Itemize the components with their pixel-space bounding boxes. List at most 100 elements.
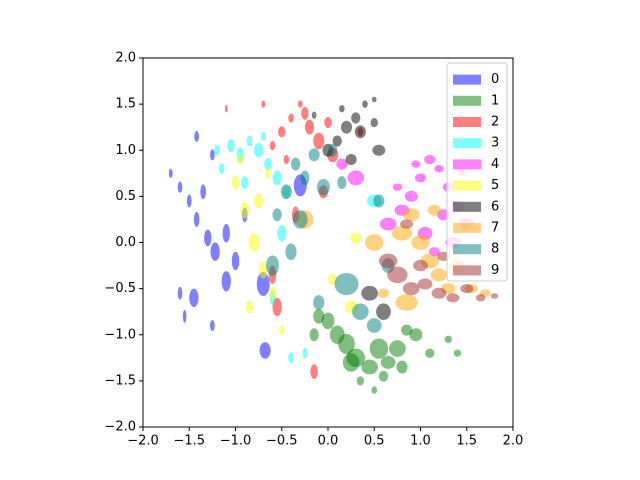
data-ellipse <box>311 111 317 119</box>
data-ellipse <box>431 287 447 299</box>
data-ellipse <box>362 100 368 108</box>
data-ellipse <box>460 284 474 294</box>
data-ellipse <box>404 190 418 202</box>
data-ellipse <box>453 349 462 357</box>
data-ellipse <box>356 376 365 386</box>
y-tick-label: −1.0 <box>104 327 136 342</box>
data-ellipse <box>372 144 386 156</box>
data-ellipse <box>285 243 297 261</box>
data-ellipse <box>347 170 365 186</box>
data-ellipse <box>283 154 290 165</box>
data-ellipse <box>361 285 378 301</box>
data-ellipse <box>182 309 187 323</box>
data-ellipse <box>186 194 192 208</box>
data-ellipse <box>260 131 266 142</box>
data-ellipse <box>224 105 228 113</box>
data-ellipse <box>387 266 408 284</box>
data-ellipse <box>248 233 260 252</box>
data-ellipse <box>313 295 325 310</box>
data-ellipse <box>221 271 231 292</box>
x-tick-label: 1.0 <box>410 434 431 449</box>
data-ellipse <box>292 210 308 229</box>
data-ellipse <box>339 105 345 113</box>
data-ellipse <box>194 130 199 142</box>
data-ellipse <box>269 141 276 151</box>
data-ellipse <box>210 319 215 332</box>
data-ellipse <box>177 286 183 300</box>
data-ellipse <box>446 293 460 303</box>
data-ellipse <box>444 335 452 344</box>
legend-label: 7 <box>491 221 499 236</box>
data-ellipse <box>222 224 230 243</box>
data-ellipse <box>334 272 359 296</box>
data-ellipse <box>177 181 183 193</box>
data-ellipse <box>402 208 420 222</box>
y-tick-label: 1.5 <box>115 97 136 112</box>
data-ellipse <box>425 348 435 358</box>
data-ellipse <box>272 297 282 317</box>
x-tick-label: 0.0 <box>318 434 339 449</box>
data-ellipse <box>300 170 310 186</box>
data-ellipse <box>265 167 271 179</box>
data-ellipse <box>210 242 220 261</box>
legend-swatch <box>453 244 481 255</box>
data-ellipse <box>204 229 212 247</box>
y-tick-label: 2.0 <box>115 51 136 66</box>
y-tick-label: 0.0 <box>115 235 136 250</box>
data-ellipse <box>370 117 378 128</box>
data-ellipse <box>246 135 253 147</box>
data-ellipse <box>376 303 391 320</box>
x-tick-label: 1.5 <box>456 434 477 449</box>
data-ellipse <box>395 294 418 311</box>
data-ellipse <box>321 312 335 330</box>
legend-swatch <box>453 201 481 212</box>
data-ellipse <box>297 100 303 108</box>
data-ellipse <box>413 260 428 272</box>
data-ellipse <box>361 359 378 375</box>
data-ellipse <box>324 117 332 129</box>
data-ellipse <box>168 168 173 178</box>
legend-label: 1 <box>491 93 499 108</box>
data-ellipse <box>227 139 235 153</box>
data-ellipse <box>476 294 486 302</box>
data-ellipse <box>258 261 268 279</box>
data-ellipse <box>389 340 406 357</box>
x-tick-label: −0.5 <box>266 434 298 449</box>
data-ellipse <box>402 282 420 296</box>
data-ellipse <box>254 142 264 158</box>
data-ellipse <box>278 325 285 335</box>
legend-swatch <box>453 138 481 149</box>
legend-label: 0 <box>491 72 499 87</box>
data-ellipse <box>337 176 347 189</box>
data-ellipse <box>259 342 271 359</box>
data-ellipse <box>392 183 402 191</box>
data-ellipse <box>313 132 325 150</box>
y-tick-label: 1.0 <box>115 143 136 158</box>
data-ellipse <box>316 178 330 196</box>
data-ellipse <box>417 278 433 290</box>
legend-label: 4 <box>491 157 499 172</box>
data-ellipse <box>340 120 353 134</box>
data-ellipse <box>309 328 319 342</box>
data-ellipse <box>256 272 270 297</box>
data-ellipse <box>345 153 357 166</box>
data-ellipse <box>338 333 355 355</box>
data-ellipse <box>189 288 199 308</box>
data-ellipse <box>308 148 320 162</box>
data-ellipse <box>332 135 342 147</box>
data-ellipse <box>288 113 294 123</box>
data-ellipse <box>237 153 243 166</box>
legend-swatch <box>453 95 481 106</box>
data-ellipse <box>424 154 436 165</box>
legend-swatch <box>453 74 481 85</box>
data-ellipse <box>490 293 499 299</box>
data-ellipse <box>272 170 282 186</box>
data-ellipse <box>328 143 338 157</box>
y-tick-label: −0.5 <box>104 281 136 296</box>
data-ellipse <box>400 219 414 229</box>
data-ellipse <box>380 355 396 369</box>
data-ellipse <box>193 212 200 227</box>
data-ellipse <box>288 352 294 364</box>
data-ellipse <box>379 217 397 231</box>
data-ellipse <box>231 251 240 271</box>
